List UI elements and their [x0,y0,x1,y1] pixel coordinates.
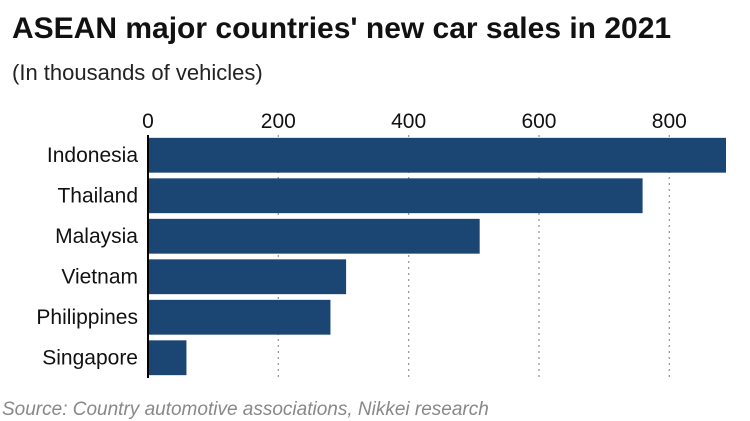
category-label-philippines: Philippines [36,306,138,329]
bar-indonesia [148,137,726,173]
bars [148,137,726,376]
bar-philippines [148,299,331,335]
x-tick-label-400: 400 [391,110,426,133]
category-label-malaysia: Malaysia [55,225,138,248]
category-label-thailand: Thailand [57,184,138,207]
x-tick-label-600: 600 [521,110,556,133]
category-label-vietnam: Vietnam [61,265,138,288]
y-axis-labels: Indonesia Thailand Malaysia Vietnam Philippi… [36,144,138,370]
grid-lines [277,135,670,378]
bar-malaysia [148,218,480,254]
x-tick-label-800: 800 [652,110,687,133]
chart-subtitle: (In thousands of vehicles) [12,60,263,85]
x-axis-ticks: 0 200 400 600 800 [142,110,687,133]
x-tick-label-0: 0 [142,110,154,133]
bar-thailand [148,178,643,214]
x-tick-label-200: 200 [261,110,296,133]
category-label-singapore: Singapore [42,346,138,369]
chart-title: ASEAN major countries' new car sales in … [12,12,672,45]
source-note: Source: Country automotive associations,… [2,399,489,420]
bar-vietnam [148,259,347,295]
bar-singapore [148,340,187,376]
category-label-indonesia: Indonesia [47,144,138,167]
